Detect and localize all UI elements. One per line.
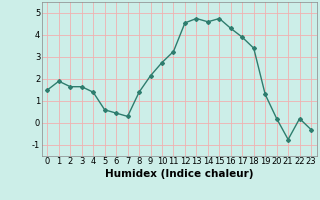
X-axis label: Humidex (Indice chaleur): Humidex (Indice chaleur)	[105, 169, 253, 179]
